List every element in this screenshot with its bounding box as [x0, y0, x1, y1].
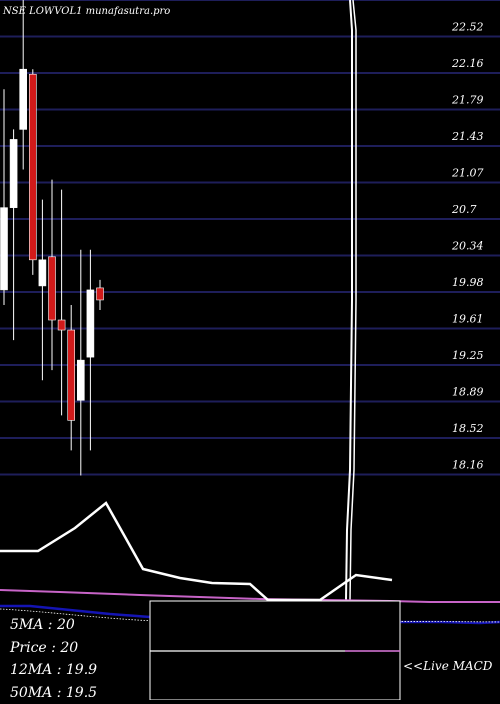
candlesticks: [1, 0, 104, 476]
candle-body: [58, 320, 65, 330]
y-tick-label: 19.98: [452, 276, 484, 289]
candle-body: [87, 290, 94, 357]
live-macd-label-text: <<Live MACD: [403, 659, 492, 674]
ma50-value: 50MA : 19.5: [10, 682, 97, 704]
y-tick-label: 21.79: [451, 94, 484, 107]
candle-body: [77, 360, 84, 400]
y-tick-label: 18.52: [452, 422, 484, 435]
macd-panel: [150, 601, 400, 700]
candle-body: [68, 330, 75, 420]
candle-body: [1, 208, 8, 290]
candle-body: [20, 69, 27, 129]
y-tick-label: 18.89: [452, 386, 484, 399]
candle-body: [10, 139, 17, 207]
y-tick-label: 18.16: [452, 459, 484, 472]
candle-body: [97, 288, 104, 300]
y-tick-label: 20.7: [451, 203, 477, 216]
y-tick-label: 19.25: [452, 349, 484, 362]
indicator-lines: [0, 0, 500, 650]
candle-body: [39, 260, 46, 286]
ma-info-panel: 5MA : 20 Price : 20 12MA : 19.9 50MA : 1…: [10, 614, 97, 704]
ma5-value: 5MA : 20: [10, 614, 97, 637]
y-tick-label: 21.43: [451, 130, 484, 143]
y-tick-label: 21.07: [451, 167, 484, 180]
y-tick-label: 22.16: [451, 57, 484, 70]
price-value: Price : 20: [10, 637, 97, 660]
y-tick-label: 19.61: [452, 313, 484, 326]
y-tick-label: 22.52: [451, 21, 484, 34]
chart-title: NSE LOWVOL1 munafasutra.pro: [2, 6, 170, 17]
price-grid: 22.8922.5222.1621.7921.4321.0720.720.341…: [0, 0, 500, 475]
y-tick-label: 20.34: [451, 240, 484, 253]
live-macd-label: <<Live MACD: [403, 659, 492, 674]
magenta-indicator-line: [0, 590, 500, 602]
white-indicator-line: [0, 503, 392, 600]
ma12-value: 12MA : 19.9: [10, 659, 97, 682]
candle-body: [49, 257, 56, 320]
candle-body: [29, 74, 36, 260]
